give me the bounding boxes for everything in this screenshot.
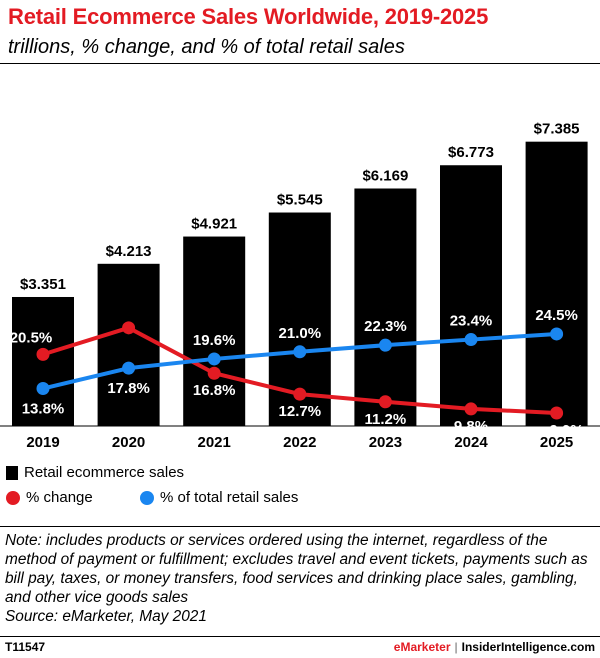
share-label-2021: 19.6% xyxy=(193,332,236,349)
chart-subtitle: trillions, % change, and % of total reta… xyxy=(8,36,405,58)
change-point-2019 xyxy=(36,347,50,361)
brand-footer: eMarketer | InsiderIntelligence.com xyxy=(394,640,595,654)
chart-plot: $3.351 $4.213 $4.921 $5.545 $6.169 $6.773 $7.3… xyxy=(0,121,600,451)
change-point-2020 xyxy=(122,321,136,335)
x-tick-label-2021: 2021 xyxy=(198,434,231,451)
x-tick-label-2025: 2025 xyxy=(540,434,573,451)
top-divider xyxy=(0,63,600,64)
change-point-2024 xyxy=(464,402,478,416)
legend-item-change: % change xyxy=(6,489,93,506)
note-source: Source: eMarketer, May 2021 xyxy=(5,608,207,625)
x-tick-label-2024: 2024 xyxy=(454,434,488,451)
x-tick-label-2022: 2022 xyxy=(283,434,316,451)
share-point-2025 xyxy=(550,327,564,341)
legend-label-share: % of total retail sales xyxy=(160,489,299,506)
x-tick-label-2023: 2023 xyxy=(369,434,402,451)
bar-value-label-2025: $7.385 xyxy=(534,121,580,138)
share-label-2025: 24.5% xyxy=(535,307,578,324)
share-point-2023 xyxy=(378,338,392,352)
x-tick-label-2019: 2019 xyxy=(26,434,59,451)
bar-2025 xyxy=(525,141,588,426)
legend-label-change: % change xyxy=(26,489,93,506)
bar-value-label-2022: $5.545 xyxy=(277,192,323,209)
legend-swatch-change xyxy=(6,490,20,505)
share-point-2022 xyxy=(293,345,307,359)
share-point-2024 xyxy=(464,333,478,347)
change-point-2025 xyxy=(550,406,564,420)
change-label-2021: 16.8% xyxy=(193,382,236,399)
bar-2019 xyxy=(12,296,74,426)
change-label-2025: 9.0% xyxy=(549,422,583,439)
chart-id: T11547 xyxy=(5,640,46,654)
bar-value-label-2023: $6.169 xyxy=(362,167,408,184)
bar-2021 xyxy=(183,236,246,426)
footer-divider xyxy=(0,636,600,637)
brand-separator: | xyxy=(454,640,458,654)
share-label-2023: 22.3% xyxy=(364,318,407,335)
bar-value-label-2019: $3.351 xyxy=(20,276,66,293)
chart-title: Retail Ecommerce Sales Worldwide, 2019-2… xyxy=(8,4,489,29)
share-label-2019: 13.8% xyxy=(22,401,65,418)
bar-2020 xyxy=(97,263,160,426)
x-tick-label-2020: 2020 xyxy=(112,434,145,451)
share-point-2021 xyxy=(207,352,221,366)
share-point-2020 xyxy=(122,361,136,375)
brand-insider: InsiderIntelligence.com xyxy=(461,640,595,654)
legend-item-share: % of total retail sales xyxy=(140,489,298,506)
bar-2023 xyxy=(354,188,417,426)
share-point-2019 xyxy=(36,382,50,396)
share-label-2022: 21.0% xyxy=(279,325,322,342)
share-label-2024: 23.4% xyxy=(450,313,493,330)
legend-swatch-share xyxy=(140,490,154,505)
note-text: Note: includes products or services orde… xyxy=(5,532,588,606)
legend-item-bars: Retail ecommerce sales xyxy=(6,464,184,481)
legend-label-bars: Retail ecommerce sales xyxy=(24,464,185,481)
change-label-2022: 12.7% xyxy=(279,403,322,420)
note-divider xyxy=(0,526,600,527)
change-label-2023: 11.2% xyxy=(365,411,407,428)
footnote: Note: includes products or services orde… xyxy=(5,531,597,626)
change-label-2024: 9.8% xyxy=(454,418,488,435)
share-label-2020: 17.8% xyxy=(107,380,150,397)
bar-value-label-2021: $4.921 xyxy=(191,216,237,233)
bar-value-label-2020: $4.213 xyxy=(106,243,152,260)
change-label-2020: 25.7% xyxy=(107,303,150,320)
change-point-2021 xyxy=(207,366,221,380)
change-point-2023 xyxy=(378,395,392,409)
bar-2024 xyxy=(440,165,502,426)
legend-swatch-bars xyxy=(6,465,18,480)
change-label-2019: 20.5% xyxy=(10,329,53,346)
brand-emarketer: eMarketer xyxy=(393,640,451,654)
change-point-2022 xyxy=(293,387,307,401)
bar-value-label-2024: $6.773 xyxy=(448,144,494,161)
